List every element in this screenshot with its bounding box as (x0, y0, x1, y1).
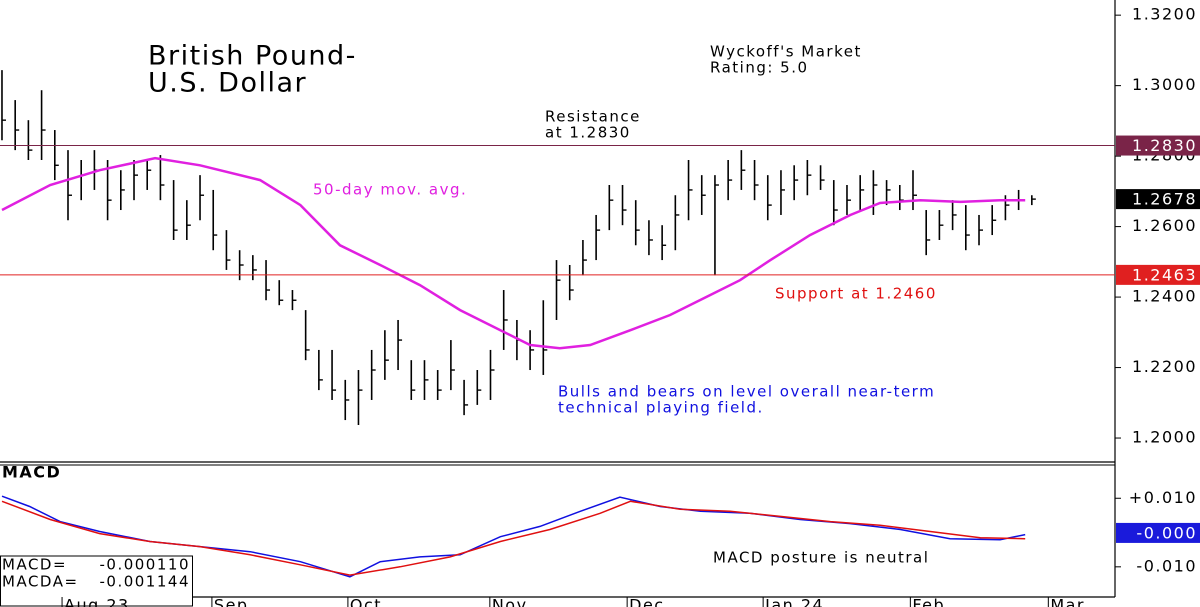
readout-label: MACD= (2, 556, 67, 574)
y-tick-label: 1.2200 (1132, 357, 1197, 376)
annotation: technical playing field. (558, 399, 764, 417)
price-tag-label: 1.2830 (1132, 136, 1197, 155)
y-tick-label: 1.3200 (1132, 5, 1197, 24)
price-tag (1116, 189, 1200, 210)
y-tick-label: 1.2600 (1132, 216, 1197, 235)
annotation: Support at 1.2460 (775, 285, 937, 303)
annotation: at 1.2830 (545, 124, 631, 142)
x-tick-label: Oct (350, 596, 382, 607)
note: MACD posture is neutral (713, 549, 929, 567)
panel-label: MACD (2, 463, 61, 482)
series-line (1, 156, 1026, 350)
y-tick-label: 1.2400 (1132, 287, 1197, 306)
readout-box (0, 555, 193, 607)
y-tick-label: 1.3000 (1132, 75, 1197, 94)
y-tick-label: 1.2000 (1132, 428, 1197, 447)
y-tick-label: -0.010 (1136, 556, 1197, 575)
x-tick-label: Mar (1050, 596, 1085, 607)
annotation: Rating: 5.0 (710, 59, 809, 77)
annotation: Bulls and bears on level overall near-te… (558, 383, 935, 401)
x-tick-label: Feb (912, 596, 945, 607)
price-tag (1116, 264, 1200, 285)
chart-title: U.S. Dollar (148, 68, 307, 99)
annotation: Wyckoff's Market (710, 43, 862, 61)
readout-value: -0.000110 (100, 556, 191, 574)
x-tick-label: Nov (492, 596, 528, 607)
price-tag-label: -0.000 (1136, 523, 1197, 542)
annotation: 50-day mov. avg. (313, 181, 467, 199)
x-tick-label: Sep (214, 596, 249, 607)
price-tag-label: 1.2678 (1132, 190, 1197, 209)
price-tag (1116, 522, 1200, 543)
price-tag-label: 1.2463 (1132, 265, 1197, 284)
readout-label: MACDA= (2, 573, 79, 591)
series-line (1, 500, 1026, 576)
readout-value: -0.001144 (100, 573, 191, 591)
chart-title: British Pound- (148, 41, 357, 72)
price-tag (1116, 135, 1200, 156)
annotation: Resistance (545, 108, 641, 126)
x-tick-label: Jan 24 (764, 596, 824, 607)
x-tick-label: Dec (629, 596, 664, 607)
y-tick-label: +0.010 (1129, 488, 1197, 507)
x-tick-label: Aug 23 (64, 596, 130, 607)
